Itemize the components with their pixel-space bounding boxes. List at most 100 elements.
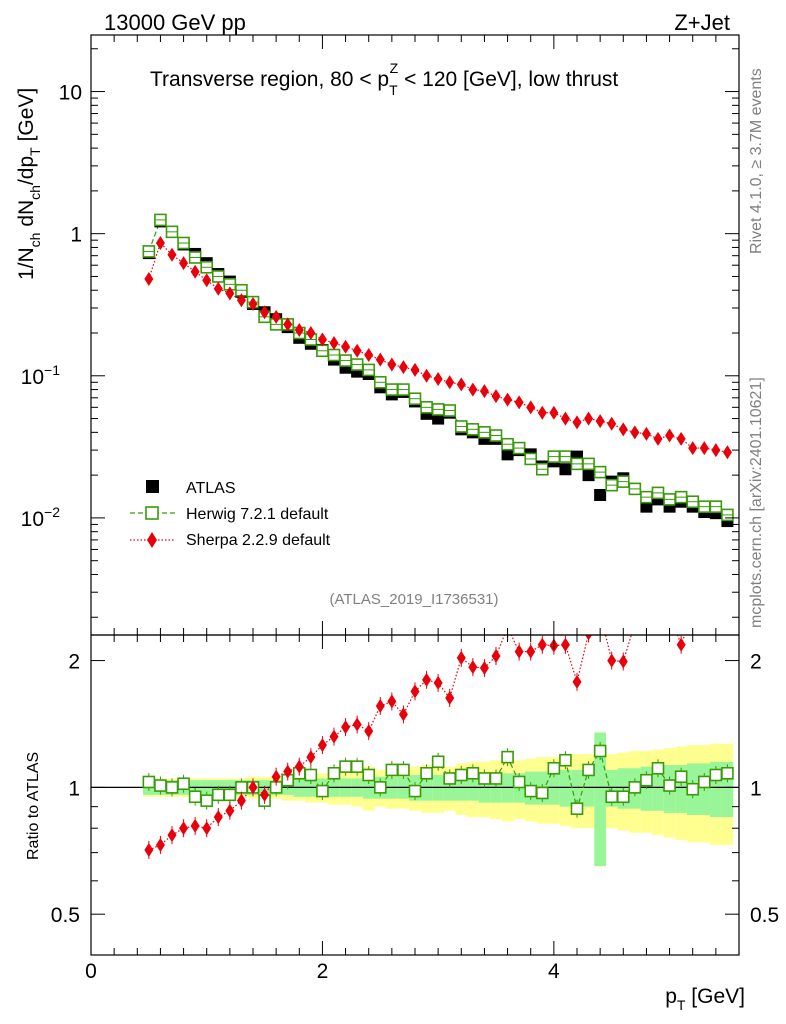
sherpa-point	[179, 256, 189, 271]
ratio-ytick-label-right: 2	[750, 651, 762, 674]
ratio-herwig-point	[373, 781, 387, 794]
herwig-line	[148, 218, 728, 516]
ratio-band-inner	[548, 771, 560, 805]
main-panel: 10−2 10−1 1 10 Transverse region, 80 < pTZ …	[15, 34, 740, 636]
ratio-herwig-point	[431, 755, 445, 769]
main-ylabel: 1/Nch dNch/dpT [GeV]	[15, 88, 43, 280]
ratio-herwig-point	[501, 750, 514, 764]
analysis-tag: (ATLAS_2019_I1736531)	[329, 591, 498, 608]
ratio-ytick-label-right: 0.5	[750, 904, 779, 927]
ratio-sherpa-point	[375, 699, 385, 714]
sherpa-point	[306, 326, 316, 341]
legend: ATLAS Herwig 7.2.1 default Sherpa 2.2.9 …	[130, 480, 331, 549]
legend-marker-herwig	[145, 506, 159, 520]
sherpa-point	[364, 348, 374, 363]
legend-marker-sherpa	[147, 532, 157, 548]
ratio-herwig-point	[605, 790, 619, 804]
main-ytick-label: 10−2	[21, 504, 61, 531]
ratio-herwig-point	[570, 802, 584, 815]
ratio-sherpa-point	[537, 637, 547, 652]
ratio-sherpa-point	[596, 606, 605, 620]
sherpa-point	[665, 428, 675, 443]
ratio-herwig-point	[142, 775, 156, 789]
ratio-band-inner	[594, 732, 606, 867]
ratio-herwig-point	[535, 786, 549, 800]
atlas-point	[594, 488, 607, 501]
ratio-herwig-point	[582, 763, 595, 777]
ratio-herwig-point	[165, 781, 179, 794]
ratio-sherpa-point	[723, 606, 732, 620]
ratio-sherpa-point	[248, 780, 258, 795]
sherpa-point	[641, 426, 651, 441]
ratio-herwig-point	[350, 760, 364, 773]
ratio-sherpa-point	[630, 616, 639, 630]
ratio-sherpa-point	[572, 674, 582, 689]
ratio-band-inner	[582, 769, 595, 807]
ratio-herwig-point	[443, 772, 457, 785]
ratio-herwig-point	[223, 788, 237, 802]
ratio-sherpa-point	[283, 764, 293, 779]
ratio-herwig-point	[697, 775, 711, 789]
ratio-sherpa-point	[271, 769, 281, 784]
header-left: 13000 GeV pp	[104, 10, 246, 35]
sherpa-point	[317, 332, 327, 347]
ratio-sherpa-point	[700, 606, 709, 620]
sherpa-point	[711, 443, 721, 458]
ratio-sherpa-point	[398, 707, 408, 722]
ratio-sherpa-point	[329, 729, 339, 744]
sherpa-point	[479, 384, 489, 399]
ratio-xtick-label: 0	[85, 960, 97, 983]
sherpa-point	[144, 271, 154, 286]
ratio-herwig-point	[547, 761, 561, 775]
ratio-herwig-point	[651, 761, 665, 775]
sherpa-point	[202, 273, 212, 288]
main-ytick-label: 10	[59, 82, 82, 105]
ratio-sherpa-point	[585, 635, 593, 641]
sherpa-point	[572, 415, 582, 430]
ratio-sherpa-point	[294, 759, 304, 774]
atlas-point	[559, 463, 572, 476]
ratio-herwig-point	[616, 790, 630, 804]
ratio-sherpa-point	[468, 660, 478, 675]
ratio-sherpa-point	[665, 606, 674, 620]
sherpa-point	[260, 305, 270, 320]
sherpa-point	[190, 264, 200, 279]
ratio-herwig-point	[721, 766, 734, 780]
sherpa-point	[560, 411, 570, 426]
atlas-point	[582, 469, 595, 482]
ratio-herwig-point	[674, 770, 688, 784]
sherpa-point	[526, 400, 536, 415]
ratio-sherpa-point	[317, 738, 327, 753]
ratio-sherpa-point	[711, 606, 720, 620]
sherpa-point	[699, 441, 709, 456]
sherpa-point	[607, 416, 617, 431]
sherpa-point	[514, 395, 524, 410]
sherpa-point	[271, 309, 281, 324]
sherpa-point	[294, 322, 304, 337]
sherpa-point	[422, 368, 432, 383]
ratio-band-inner	[652, 766, 664, 811]
header-right: Z+Jet	[674, 10, 730, 35]
ratio-herwig-point	[235, 781, 248, 794]
ratio-herwig-point	[339, 760, 352, 773]
ratio-sherpa-point	[456, 650, 466, 665]
ratio-sherpa-point	[445, 690, 455, 705]
ratio-sherpa-point	[190, 818, 200, 833]
sherpa-point	[236, 293, 246, 308]
ratio-herwig-point	[188, 790, 202, 804]
sherpa-point	[410, 362, 420, 377]
ratio-band-inner	[675, 765, 687, 813]
ratio-herwig-point	[200, 794, 214, 807]
sherpa-point	[329, 336, 339, 351]
ratio-sherpa-point	[144, 843, 154, 858]
sherpa-point	[653, 431, 663, 446]
sherpa-point	[688, 441, 698, 456]
sherpa-point	[225, 286, 235, 301]
side-label-top: Rivet 4.1.0, ≥ 3.7M events	[748, 68, 765, 254]
sherpa-point	[445, 375, 455, 390]
ratio-sherpa-point	[433, 675, 443, 690]
side-label-bottom: mcplots.cern.ch [arXiv:2401.10621]	[748, 377, 765, 628]
ratio-sherpa-point	[236, 793, 246, 808]
ratio-sherpa-point	[179, 821, 189, 836]
main-ytick-label: 1	[70, 224, 82, 247]
